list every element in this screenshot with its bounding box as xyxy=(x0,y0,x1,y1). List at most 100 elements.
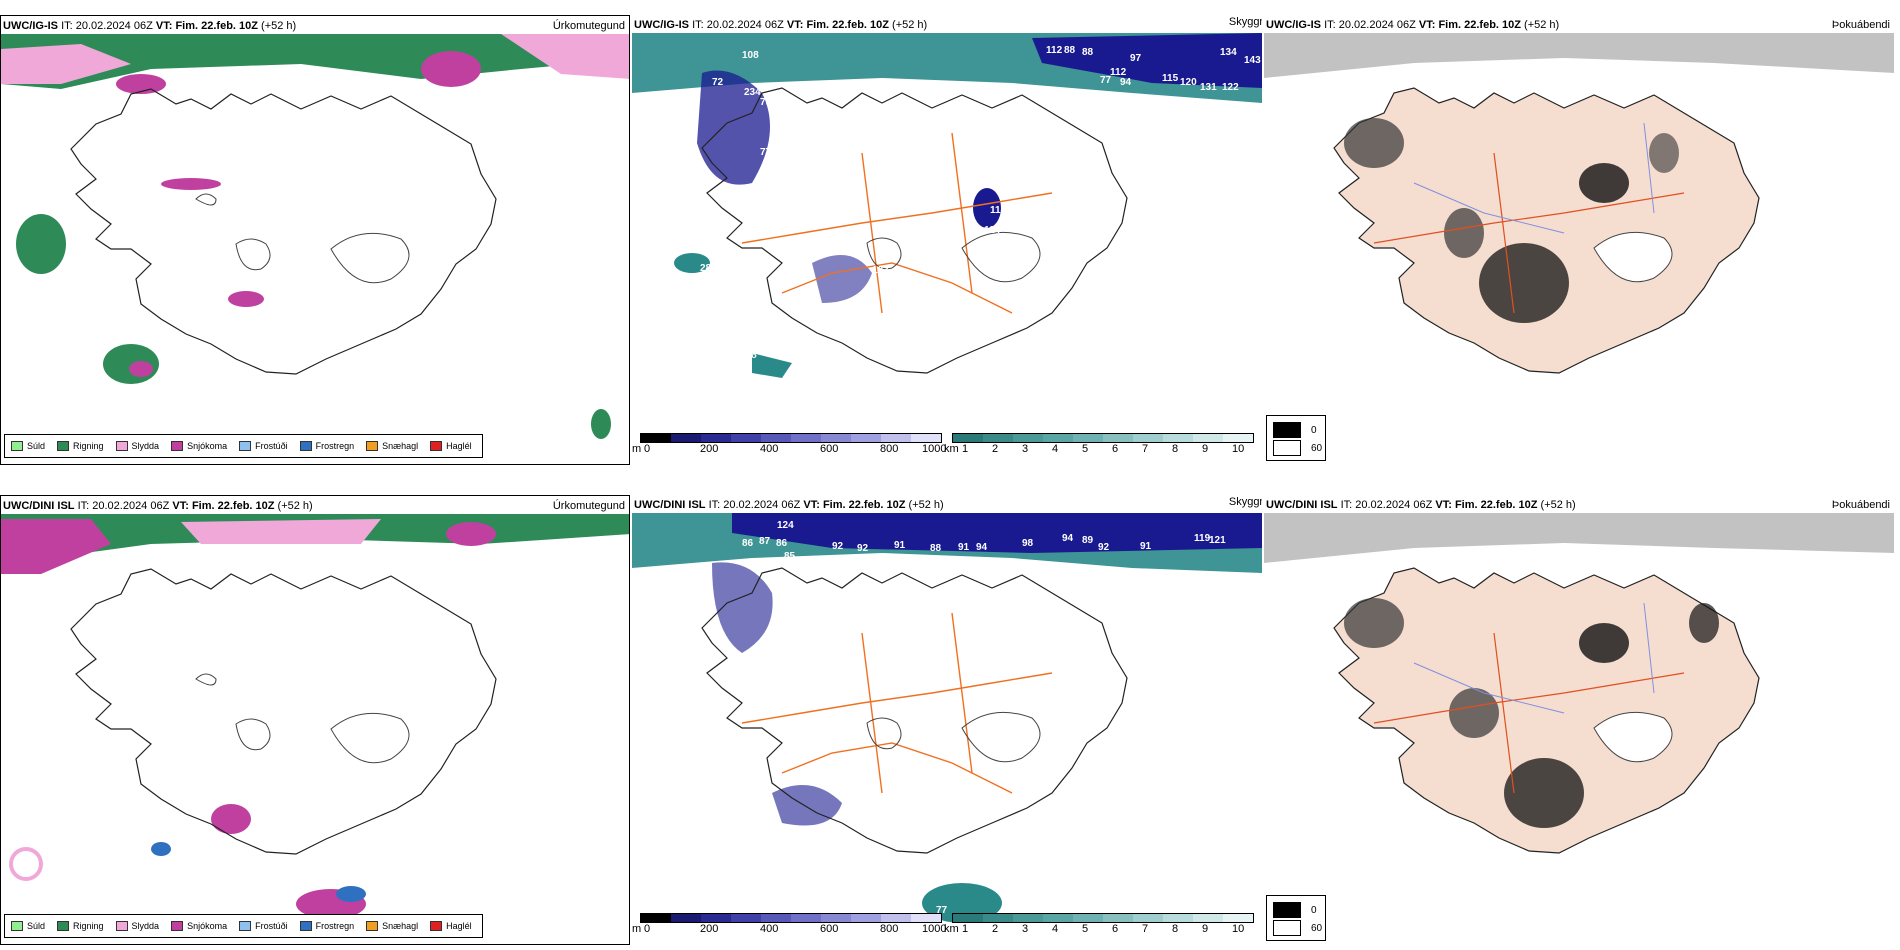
tick: 7 xyxy=(1142,923,1149,935)
legend-item: Snjókoma xyxy=(171,921,227,931)
visibility-value-label: 134 xyxy=(1220,47,1237,58)
m-unit: m xyxy=(632,923,642,935)
visibility-value-label: 91 xyxy=(1140,541,1152,552)
visibility-value-label: 16 xyxy=(924,795,936,806)
tick: 8 xyxy=(1172,443,1179,455)
fog-legend: 0 60 xyxy=(1266,895,1326,941)
visibility-value-label: 97 xyxy=(1130,53,1142,64)
visibility-value-label: 88 xyxy=(1064,45,1076,56)
precip-map xyxy=(1,34,629,439)
visibility-value-label: 65 xyxy=(782,160,794,171)
tick: 0 xyxy=(644,443,651,455)
visibility-value-label: 143 xyxy=(1244,55,1261,66)
precip-legend: Súld Rigning Slydda Snjókoma Frostúði Fr… xyxy=(4,434,483,458)
visibility-value-label: 77 xyxy=(760,147,772,158)
visibility-value-label: 77 xyxy=(936,905,948,916)
km-unit: km xyxy=(944,923,959,935)
visibility-value-label: 85 xyxy=(784,551,796,562)
visibility-value-label: 112 xyxy=(1046,45,1063,56)
m-unit: m xyxy=(632,443,642,455)
visibility-scale: m 0 200 400 600 800 1000 km 1 2 3 4 5 6 … xyxy=(632,913,1262,941)
legend-item: Frostúði xyxy=(239,921,288,931)
panel-kind-label: Skyggni xyxy=(1228,496,1262,508)
legend-item: Haglél xyxy=(430,441,472,451)
panel-header: UWC/DINI ISL IT: 20.02.2024 06Z VT: Fim.… xyxy=(1266,499,1576,511)
visibility-value-label: 88 xyxy=(1082,47,1094,58)
visibility-value-label: 188 xyxy=(740,350,757,361)
precip-legend: Súld Rigning Slydda Snjókoma Frostúði Fr… xyxy=(4,914,483,938)
tick: 5 xyxy=(1082,923,1089,935)
tick: 600 xyxy=(820,443,839,455)
tick: 2 xyxy=(992,923,999,935)
visibility-value-label: 92 xyxy=(702,240,714,251)
panel-fog-top: UWC/IG-IS IT: 20.02.2024 06Z VT: Fim. 22… xyxy=(1264,15,1894,465)
tick: 0 xyxy=(644,923,651,935)
visibility-value-label: 72 xyxy=(712,77,724,88)
visibility-value-label: 63 xyxy=(782,180,794,191)
visibility-value-label: 115 xyxy=(1162,73,1179,84)
visibility-value-label: 86 xyxy=(742,538,754,549)
visibility-value-label: 103 xyxy=(872,265,889,276)
visibility-value-label: 141 xyxy=(792,613,809,624)
visibility-value-label: 111 xyxy=(914,293,930,304)
visibility-value-label: 91 xyxy=(894,540,906,551)
tick: 7 xyxy=(1142,443,1149,455)
legend-item: Snæhagl xyxy=(366,921,418,931)
panel-header: UWC/IG-IS IT: 20.02.2024 06Z VT: Fim. 22… xyxy=(634,19,928,31)
visibility-value-label: 94 xyxy=(1120,77,1132,88)
visibility-value-label: 94 xyxy=(976,542,988,553)
panel-fog-bottom: UWC/DINI ISL IT: 20.02.2024 06Z VT: Fim.… xyxy=(1264,495,1894,945)
visibility-value-label: 70 xyxy=(802,587,814,598)
fog-map xyxy=(1264,513,1894,854)
legend-item: Slydda xyxy=(115,441,159,451)
visibility-value-label: 83 xyxy=(790,123,802,134)
tick: 9 xyxy=(1202,923,1209,935)
panel-header: UWC/DINI ISL IT: 20.02.2024 06Z VT: Fim.… xyxy=(3,500,313,512)
visibility-value-label: 234 xyxy=(744,87,761,98)
tick: 800 xyxy=(880,923,899,935)
visibility-value-label: 62 xyxy=(790,857,802,868)
panel-header: UWC/IG-IS IT: 20.02.2024 06Z VT: Fim. 22… xyxy=(1266,19,1560,31)
legend-item: Rigning xyxy=(57,921,104,931)
panel-kind-label: Þokuábendi xyxy=(1831,499,1890,511)
visibility-scale: m 0 200 400 600 800 1000 km 1 2 3 4 5 6 … xyxy=(632,433,1262,461)
panel-header: UWC/IG-IS IT: 20.02.2024 06Z VT: Fim. 22… xyxy=(3,20,297,32)
visibility-value-label: 108 xyxy=(742,50,759,61)
km-bar xyxy=(952,913,1254,923)
panel-kind-label: Úrkomutegund xyxy=(552,500,625,512)
visibility-value-label: 98 xyxy=(1022,538,1034,549)
visibility-value-label: 118 xyxy=(990,205,1007,216)
tick: 5 xyxy=(1082,443,1089,455)
visibility-value-label: 89 xyxy=(1082,535,1094,546)
tick: 600 xyxy=(820,923,839,935)
panel-precip-top: UWC/IG-IS IT: 20.02.2024 06Z VT: Fim. 22… xyxy=(0,15,630,465)
panel-precip-bottom: UWC/DINI ISL IT: 20.02.2024 06Z VT: Fim.… xyxy=(0,495,630,945)
legend-item: Súld xyxy=(11,441,45,451)
visibility-value-label: 131 xyxy=(1200,82,1217,93)
visibility-value-label: 120 xyxy=(1180,77,1197,88)
tick: 3 xyxy=(1022,443,1029,455)
tick: 1000 xyxy=(922,443,947,455)
tick: 4 xyxy=(1052,923,1059,935)
tick: 8 xyxy=(1172,923,1179,935)
tick: 1 xyxy=(962,923,969,935)
tick: 2 xyxy=(992,443,999,455)
visibility-value-label: 86 xyxy=(776,538,788,549)
tick: 400 xyxy=(760,923,779,935)
panel-visibility-bottom: UWC/DINI ISL IT: 20.02.2024 06Z VT: Fim.… xyxy=(632,495,1262,945)
legend-item: Slydda xyxy=(115,921,159,931)
tick: 4 xyxy=(1052,443,1059,455)
visibility-value-label: 88 xyxy=(814,843,826,854)
tick: 10 xyxy=(1232,443,1245,455)
panel-visibility-top: UWC/IG-IS IT: 20.02.2024 06Z VT: Fim. 22… xyxy=(632,15,1262,465)
tick: 10 xyxy=(1232,923,1245,935)
tick: 6 xyxy=(1112,443,1119,455)
tick: 400 xyxy=(760,443,779,455)
visibility-value-label: 92 xyxy=(1098,542,1110,553)
visibility-value-label: 119 xyxy=(1194,533,1211,544)
panel-kind-label: Úrkomutegund xyxy=(552,20,625,32)
panel-kind-label: Þokuábendi xyxy=(1831,19,1890,31)
legend-item: Rigning xyxy=(57,441,104,451)
